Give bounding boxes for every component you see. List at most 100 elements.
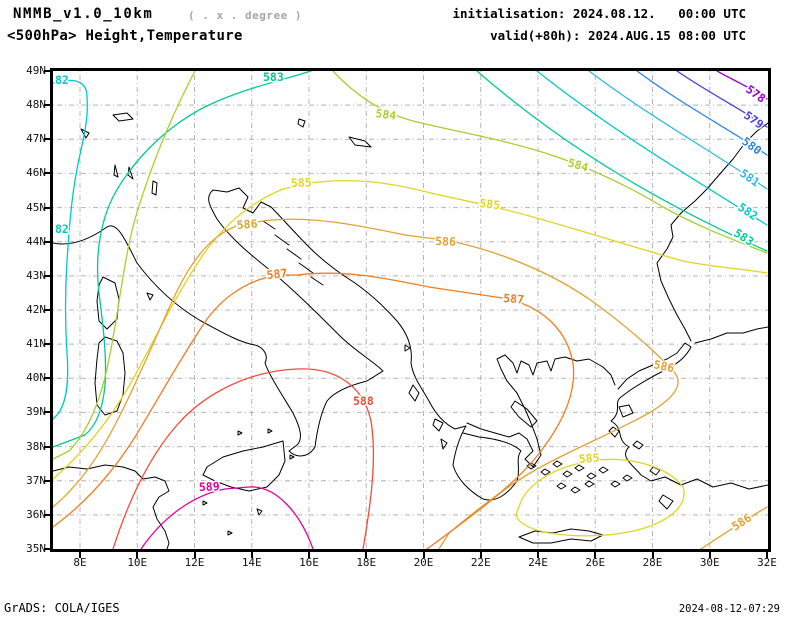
lat-axis-label: 40N <box>26 371 46 385</box>
contour-line-579 <box>676 71 768 128</box>
contour-label-585: 585 <box>291 175 312 190</box>
lon-axis-label: 14E <box>241 556 262 569</box>
lat-axis-label: 48N <box>26 98 46 112</box>
lon-tick <box>365 552 368 558</box>
lon-tick <box>193 552 196 558</box>
contour-label-586: 586 <box>652 357 675 375</box>
lat-tick <box>44 274 50 277</box>
lon-axis-label: 16E <box>299 556 319 569</box>
contour-label-578: 578 <box>743 82 768 106</box>
contour-layer <box>53 71 768 549</box>
lat-tick <box>44 445 50 448</box>
chart-title: <500hPa> Height,Temperature <box>7 28 243 44</box>
lon-axis-label: 30E <box>699 556 720 569</box>
lon-tick <box>594 552 597 558</box>
contour-line-585 <box>53 179 768 480</box>
creation-timestamp: 2024-08-12-07:29 <box>678 603 780 615</box>
contour-label-589: 589 <box>199 479 220 494</box>
contour-line-586 <box>700 506 768 549</box>
lon-tick <box>537 552 539 558</box>
lon-axis-label: 26E <box>585 556 606 569</box>
contour-label-582: 582 <box>735 200 760 223</box>
contour-line-586 <box>53 218 679 549</box>
contour-line-584 <box>53 71 196 460</box>
lat-tick <box>44 309 50 311</box>
lat-tick <box>44 513 50 516</box>
coastline <box>146 292 411 536</box>
coastline-layer <box>53 112 768 549</box>
contour-label-583: 583 <box>263 71 284 84</box>
lat-tick <box>44 138 50 141</box>
contour-label-579: 579 <box>741 108 766 132</box>
contour-label-584: 584 <box>566 155 590 174</box>
lon-axis-label: 18E <box>356 556 377 569</box>
contour-label-581: 581 <box>737 166 762 189</box>
lon-tick <box>479 552 482 558</box>
lat-axis-label: 44N <box>26 234 46 248</box>
lat-axis-label: 37N <box>26 473 46 487</box>
coastline <box>53 187 522 501</box>
coastline <box>80 112 372 196</box>
grads-credit: GrADS: COLA/IGES <box>4 601 120 615</box>
coastline <box>202 440 286 492</box>
lat-axis-label: 38N <box>26 439 46 453</box>
coastline <box>656 122 768 342</box>
contour-line-587 <box>53 272 575 549</box>
lon-axis-label: 10E <box>127 556 148 569</box>
grid-layer <box>53 71 768 549</box>
lat-axis-label: 49N <box>26 64 46 77</box>
contour-label-587: 587 <box>503 291 525 306</box>
lat-tick <box>44 172 50 175</box>
lon-axis-label: 32E <box>757 556 777 569</box>
contour-label-580: 580 <box>739 134 764 158</box>
contour-line-581 <box>588 71 768 190</box>
coastline <box>526 460 633 494</box>
lat-axis-label: 39N <box>26 405 46 419</box>
lat-axis-label: 46N <box>26 166 46 180</box>
contour-line-584 <box>332 71 768 254</box>
lon-tick <box>708 552 711 558</box>
contour-label-583: 583 <box>731 226 756 249</box>
lat-tick <box>44 206 50 209</box>
valid-time: valid(+80h): 2024.AUG.15 08:00 UTC <box>490 28 746 43</box>
contour-line-582 <box>53 79 88 420</box>
contour-line-583 <box>476 71 768 252</box>
lat-axis-label: 36N <box>26 507 46 521</box>
lon-tick <box>422 552 425 558</box>
lat-tick <box>44 104 50 107</box>
lat-tick <box>44 479 50 482</box>
contour-label-582: 82 <box>55 73 69 87</box>
lon-tick <box>250 552 253 558</box>
lon-tick <box>308 552 310 558</box>
contour-line-585 <box>515 458 685 537</box>
resolution-note: ( . x . degree ) <box>188 9 302 22</box>
contour-label-586: 586 <box>435 234 456 249</box>
lat-tick <box>44 411 50 414</box>
contour-line-589 <box>140 486 314 549</box>
lon-tick <box>766 552 768 558</box>
lat-tick <box>44 240 50 243</box>
contour-line-578 <box>716 71 768 100</box>
model-name: NMMB_v1.0_10km <box>13 6 154 22</box>
lat-tick <box>44 377 50 380</box>
contour-label-586: 586 <box>236 217 258 232</box>
lat-axis-label: 45N <box>26 200 46 214</box>
lat-axis-label: 35N <box>26 542 46 555</box>
lon-axis-label: 20E <box>413 556 434 569</box>
lat-axis-label: 42N <box>26 303 46 316</box>
lat-tick <box>44 343 50 346</box>
lon-tick <box>79 552 81 558</box>
contour-label-584: 584 <box>375 106 398 123</box>
lat-axis-label: 41N <box>26 337 46 351</box>
coastline <box>610 342 768 490</box>
lon-axis-label: 24E <box>528 556 548 569</box>
coastline <box>53 464 170 549</box>
coastline <box>408 384 448 450</box>
lon-axis-label: 28E <box>642 556 663 569</box>
contour-label-588: 588 <box>353 394 374 408</box>
contour-label-582: 82 <box>55 222 69 236</box>
coastline <box>94 336 126 416</box>
coastline <box>510 400 538 428</box>
